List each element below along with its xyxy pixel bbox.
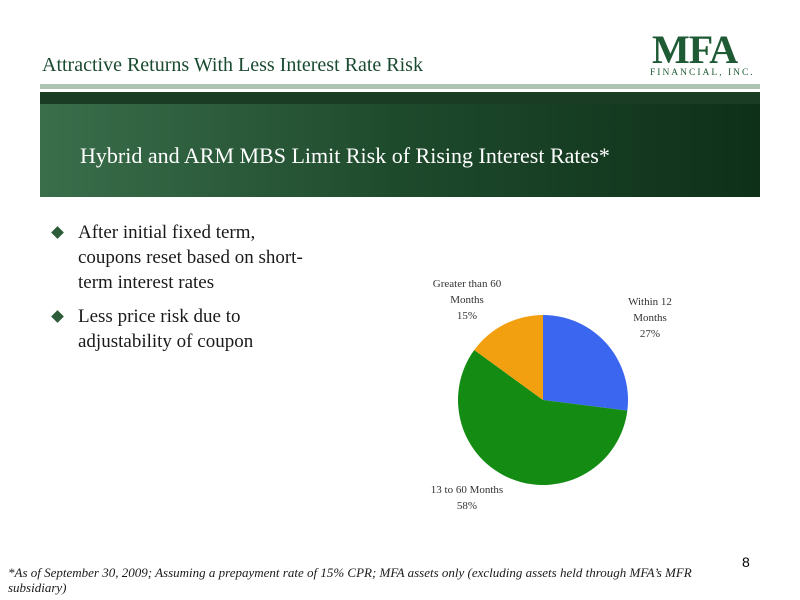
slide-header-title: Attractive Returns With Less Interest Ra… [42,54,423,76]
logo-subtitle: FINANCIAL, INC. [650,68,755,78]
logo-mark: MFA [652,27,738,72]
diamond-bullet-icon [51,226,64,239]
header-rule-light [40,84,760,89]
banner-title: Hybrid and ARM MBS Limit Risk of Rising … [80,143,610,168]
pie-slice-greater-than-60-months [474,315,543,400]
footnote: *As of September 30, 2009; Assuming a pr… [8,565,692,595]
bullet-item: Less price risk due to adjustability of … [48,304,318,354]
pie-slice-within-12-months [543,315,628,411]
page-number: 8 [742,554,750,570]
maturity-pie-chart: Within 12 Months 27% 13 to 60 Months 58% Grea… [431,278,672,512]
mfa-logo: MFA FINANCIAL, INC. [650,30,760,86]
title-banner [40,104,760,197]
header-rule-dark [40,92,760,104]
slice-label-13-to-60-months: 13 to 60 Months 58% [431,484,503,512]
pie-slice-13-to-60-months [457,350,628,485]
bullet-text: Less price risk due to adjustability of … [78,306,254,352]
diamond-bullet-icon [51,310,64,323]
slice-label-within-12-months: Within 12 Months 27% [628,296,672,340]
slice-label-greater-than-60-months: Greater than 60 Months 15% [433,278,502,322]
bullet-item: After initial fixed term, coupons reset … [48,220,318,295]
bullet-list: After initial fixed term, coupons reset … [48,220,318,363]
bullet-text: After initial fixed term, coupons reset … [78,222,303,293]
